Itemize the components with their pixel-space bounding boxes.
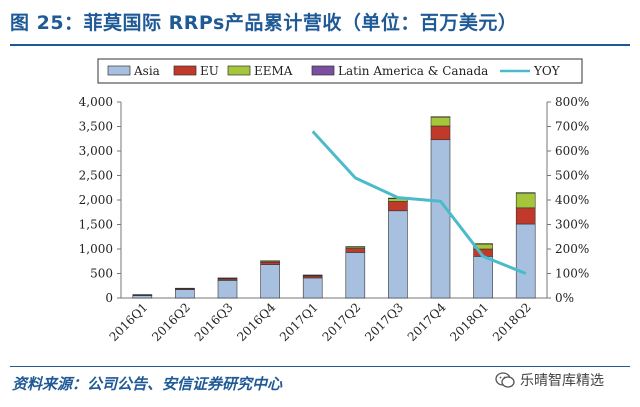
y-right-tick-label: 100% (555, 267, 589, 281)
y-right-tick-label: 200% (555, 242, 589, 256)
x-tick-label: 2016Q1 (107, 300, 151, 344)
bar-asia-2016q4 (260, 264, 280, 299)
bar-latin-america-canada-2018q1 (473, 243, 493, 245)
legend-swatch (311, 65, 335, 76)
legend-swatch (107, 65, 131, 76)
bar-eema-2018q2 (515, 192, 536, 209)
x-tick-label: 2017Q4 (405, 300, 449, 344)
y-left-tick-label: 500 (90, 267, 113, 281)
y-right-tick-label: 300% (555, 218, 589, 232)
wechat-icon (495, 372, 515, 388)
legend-label: Latin America & Canada (338, 64, 488, 78)
bar-latin-america-canada-2017q2 (345, 246, 366, 248)
y-left-tick-label: 1,500 (79, 218, 113, 232)
y-right-tick-label: 500% (555, 169, 589, 183)
bar-asia-2017q4 (430, 139, 451, 299)
bar-latin-america-canada-2018q2 (515, 192, 536, 194)
y-right-tick-label: 400% (555, 193, 589, 207)
y-left-tick-label: 1,000 (79, 242, 113, 256)
bar-asia-2017q2 (345, 252, 366, 299)
bar-eu-2016q4 (260, 261, 280, 265)
x-tick-label: 2017Q1 (277, 300, 321, 344)
x-tick-label: 2017Q2 (320, 300, 364, 344)
y-left-tick-label: 4,000 (79, 95, 113, 109)
bar-asia-2016q3 (217, 280, 238, 299)
y-left-tick-label: 2,000 (79, 193, 113, 207)
y-right-tick-label: 600% (555, 144, 589, 158)
y-right-tick-label: 700% (555, 120, 589, 134)
bar-asia-2018q2 (515, 223, 536, 299)
yoy-line (311, 130, 527, 275)
bar-eu-2017q4 (430, 125, 451, 141)
x-tick-label: 2016Q4 (234, 300, 278, 344)
legend-swatch (227, 65, 251, 76)
bar-latin-america-canada-2016q1 (132, 294, 153, 296)
legend-swatch (173, 65, 197, 76)
bar-latin-america-canada-2016q3 (217, 277, 238, 279)
bar-eu-2018q2 (515, 207, 536, 225)
bar-latin-america-canada-2017q1 (302, 274, 323, 276)
watermark: 乐晴智库精选 (495, 370, 604, 390)
bar-latin-america-canada-2017q4 (430, 116, 451, 118)
x-tick-label: 2016Q2 (149, 300, 193, 344)
bar-latin-america-canada-2016q2 (175, 287, 195, 290)
legend-label: EEMA (254, 64, 293, 78)
legend: Asia EU EEMA Latin America & Canada YOY (97, 58, 583, 84)
bar-latin-america-canada-2016q4 (260, 260, 280, 262)
bar-asia-2016q1 (132, 295, 153, 299)
y-left-tick-label: 0 (105, 291, 113, 305)
x-tick-label: 2018Q1 (447, 300, 491, 344)
source-note: 资料来源：公司公告、安信证券研究中心 (12, 375, 283, 393)
y-right-tick-label: 0% (555, 291, 574, 305)
bar-asia-2018q1 (473, 256, 493, 299)
bar-asia-2017q1 (302, 277, 323, 299)
x-tick-label: 2016Q3 (192, 300, 236, 344)
bar-eu-2017q3 (388, 201, 408, 212)
x-tick-label: 2018Q2 (490, 300, 534, 344)
figure-title: 图 25：菲莫国际 RRPs产品累计营收（单位：百万美元） (10, 12, 518, 34)
y-left-tick-label: 3,500 (79, 120, 113, 134)
legend-label: EU (200, 64, 219, 78)
legend-label: YOY (533, 64, 561, 78)
watermark-text: 乐晴智库精选 (520, 373, 604, 389)
y-left-tick-label: 2,500 (79, 169, 113, 183)
title-divider (10, 44, 630, 46)
bar-asia-2016q2 (175, 289, 195, 299)
legend-label: Asia (133, 64, 160, 78)
source-divider (10, 366, 630, 367)
bar-asia-2017q3 (388, 210, 408, 299)
y-left-tick-label: 3,000 (79, 144, 113, 158)
bar-eu-2017q2 (345, 248, 366, 253)
x-tick-label: 2017Q3 (362, 300, 406, 344)
y-right-tick-label: 800% (555, 95, 589, 109)
bar-eema-2017q4 (430, 116, 451, 127)
